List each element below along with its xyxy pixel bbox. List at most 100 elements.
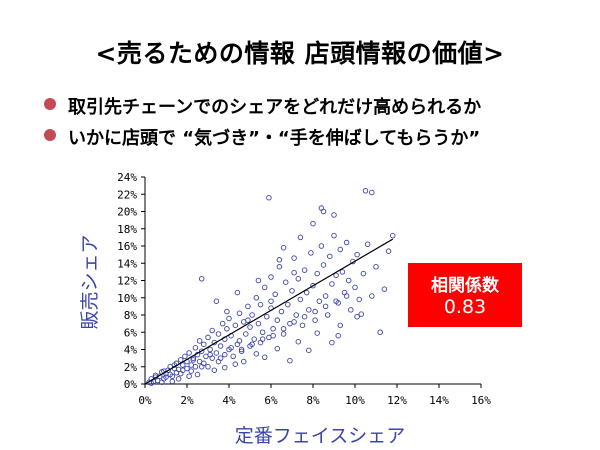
correlation-value: 0.83 xyxy=(443,296,487,318)
data-point xyxy=(217,355,224,361)
data-point xyxy=(211,367,218,373)
data-point xyxy=(314,330,320,336)
data-point xyxy=(295,338,302,345)
data-point xyxy=(297,296,304,303)
data-point xyxy=(385,248,392,254)
data-point xyxy=(175,376,182,382)
data-point xyxy=(196,338,203,344)
data-point xyxy=(280,244,287,251)
data-point xyxy=(343,293,350,299)
data-point xyxy=(280,331,287,337)
x-tick-label: 12% xyxy=(387,394,407,407)
slide-title: <売るための情報 店頭情報の価値> xyxy=(95,39,505,68)
data-point xyxy=(276,263,283,270)
data-point xyxy=(222,364,228,371)
y-tick-label: 14% xyxy=(117,257,137,270)
data-point xyxy=(268,274,274,280)
data-point xyxy=(169,378,176,385)
data-point xyxy=(280,326,287,332)
x-tick-label: 14% xyxy=(429,394,449,407)
data-point xyxy=(224,308,230,315)
data-point xyxy=(278,308,285,315)
data-point xyxy=(205,334,211,341)
bullet-text: 取引先チェーンでのシェアをどれだけ高められるか xyxy=(68,97,482,118)
data-point xyxy=(194,371,201,378)
data-point xyxy=(159,379,165,386)
data-point xyxy=(230,353,236,360)
data-point xyxy=(301,267,308,273)
data-point xyxy=(352,284,358,291)
data-point xyxy=(354,313,360,320)
data-point xyxy=(226,315,232,322)
data-point xyxy=(207,351,213,358)
data-point xyxy=(245,317,251,323)
data-point xyxy=(186,350,192,356)
data-point xyxy=(198,364,205,370)
data-point xyxy=(276,257,283,263)
y-axis-ticks: 0% 2% 4% 6% 8% 10% 12% 14% 16% 18% 20% 22% 24% xyxy=(117,171,145,391)
data-point xyxy=(337,246,344,253)
data-point xyxy=(331,232,337,239)
data-point xyxy=(213,350,220,356)
data-point xyxy=(169,373,176,379)
data-point xyxy=(177,357,184,363)
correlation-badge: 相関係数 0.83 xyxy=(408,263,522,327)
data-point xyxy=(207,346,213,353)
data-point xyxy=(335,332,341,339)
data-point xyxy=(333,298,339,304)
y-tick-label: 0% xyxy=(124,378,138,391)
data-point xyxy=(381,286,388,292)
data-point xyxy=(201,341,207,348)
data-point xyxy=(268,298,274,304)
data-point xyxy=(243,331,249,337)
data-point xyxy=(329,339,335,346)
data-point xyxy=(247,324,253,330)
bullet-text: いかに店頭で “気づき”・“手を伸ばしてもらうか” xyxy=(68,128,481,149)
data-point xyxy=(215,331,222,337)
data-point xyxy=(354,251,360,258)
data-point xyxy=(322,293,329,299)
data-point xyxy=(329,281,335,287)
data-point xyxy=(238,348,245,354)
data-point xyxy=(320,208,327,215)
data-point xyxy=(282,279,289,285)
data-point xyxy=(240,358,247,365)
data-point xyxy=(301,313,308,320)
data-point xyxy=(236,310,243,317)
y-tick-label: 22% xyxy=(117,188,137,201)
data-point xyxy=(257,301,264,308)
data-point xyxy=(192,345,199,351)
data-point xyxy=(306,347,312,354)
trend-line-group xyxy=(144,238,394,385)
data-point xyxy=(188,368,194,374)
data-point xyxy=(299,322,306,329)
data-point xyxy=(232,361,239,367)
y-axis-label: 販売シェア xyxy=(79,234,101,329)
y-tick-label: 4% xyxy=(124,344,138,357)
data-point xyxy=(249,312,255,318)
data-point xyxy=(310,282,316,289)
data-point xyxy=(249,341,255,348)
data-point xyxy=(255,320,262,327)
data-point xyxy=(287,357,293,364)
data-point xyxy=(312,308,318,315)
data-point xyxy=(293,312,299,318)
data-point xyxy=(310,220,316,227)
data-point xyxy=(180,362,186,368)
data-point xyxy=(373,263,379,270)
y-tick-label: 6% xyxy=(124,326,138,339)
data-point xyxy=(295,276,302,282)
data-point xyxy=(274,317,281,323)
data-point xyxy=(314,270,320,277)
data-point xyxy=(186,373,192,379)
data-point xyxy=(360,270,367,277)
data-point xyxy=(270,326,276,332)
data-point xyxy=(369,293,375,299)
x-tick-label: 6% xyxy=(264,394,278,407)
data-point xyxy=(255,277,262,284)
data-point xyxy=(331,212,337,218)
x-axis-label: 定番フェイスシェア xyxy=(235,425,405,447)
y-tick-label: 20% xyxy=(117,206,137,219)
data-point xyxy=(364,241,371,248)
